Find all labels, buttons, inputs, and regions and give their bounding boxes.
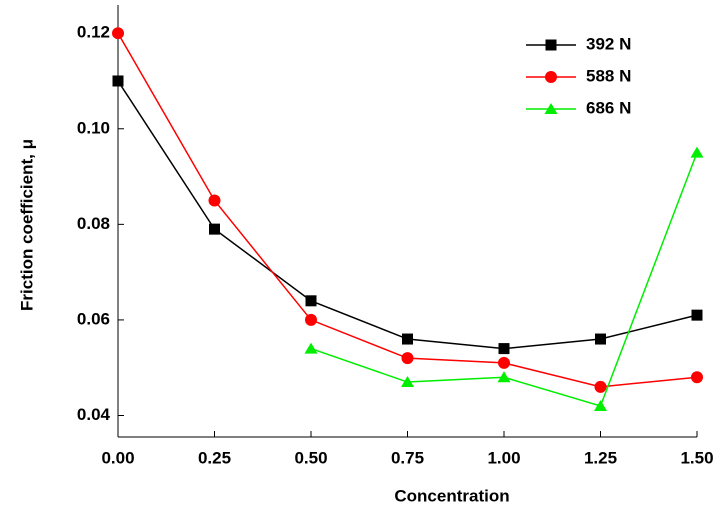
marker bbox=[595, 333, 606, 345]
marker bbox=[594, 399, 607, 411]
marker bbox=[594, 380, 607, 393]
marker bbox=[112, 75, 124, 87]
marker bbox=[401, 352, 414, 365]
marker bbox=[498, 356, 510, 369]
marker bbox=[544, 103, 558, 114]
legend-label: 588 N bbox=[586, 66, 631, 85]
marker bbox=[498, 343, 510, 355]
series-line bbox=[117, 80, 698, 350]
x-tick-label: 0.50 bbox=[294, 448, 327, 467]
marker bbox=[401, 376, 414, 388]
x-tick-label: 0.75 bbox=[391, 448, 424, 467]
marker bbox=[691, 309, 703, 321]
marker bbox=[545, 71, 557, 83]
marker bbox=[112, 27, 124, 40]
marker bbox=[545, 39, 557, 51]
marker bbox=[497, 371, 511, 383]
marker bbox=[304, 342, 318, 354]
y-tick-label: 0.12 bbox=[77, 23, 110, 42]
y-tick-label: 0.10 bbox=[77, 118, 110, 137]
marker bbox=[305, 313, 317, 326]
marker bbox=[691, 371, 703, 384]
x-tick-label: 0.25 bbox=[198, 448, 231, 467]
legend-label: 392 N bbox=[586, 34, 631, 53]
marker bbox=[402, 333, 413, 345]
x-tick-label: 1.00 bbox=[487, 448, 520, 467]
x-tick-label: 1.50 bbox=[680, 448, 713, 467]
y-tick-label: 0.08 bbox=[77, 214, 110, 233]
marker bbox=[209, 223, 220, 235]
x-axis-label: Concentration bbox=[394, 486, 509, 505]
x-tick-label: 1.25 bbox=[584, 448, 617, 467]
y-tick-label: 0.06 bbox=[77, 309, 110, 328]
marker bbox=[208, 194, 221, 207]
legend-label: 686 N bbox=[586, 98, 631, 117]
marker bbox=[690, 146, 704, 158]
x-tick-label: 0.00 bbox=[101, 448, 134, 467]
marker bbox=[305, 295, 317, 307]
y-tick-label: 0.04 bbox=[77, 405, 111, 424]
y-axis-label: Friction coefficient, μ bbox=[17, 139, 36, 311]
